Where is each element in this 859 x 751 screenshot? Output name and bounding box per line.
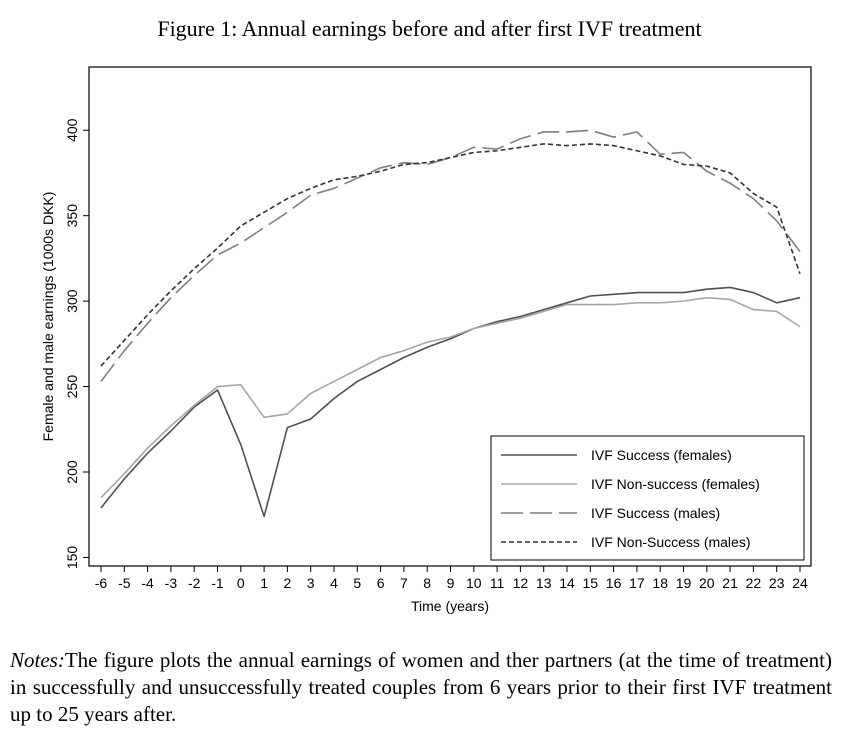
legend-label-3: IVF Success (males) <box>591 505 720 521</box>
x-tick-label: 4 <box>330 575 338 591</box>
legend: IVF Success (females) IVF Non-success (fe… <box>490 435 805 561</box>
x-tick-label: -5 <box>118 575 131 591</box>
series-line-1 <box>100 286 801 518</box>
y-tick-label: 400 <box>64 118 80 142</box>
chart: -6 -5 -4 -3 -2 -1 0 1 2 3 4 5 6 7 8 9 10 11 12 13 14 15 16 17 18… <box>40 66 812 614</box>
x-tick-label: 19 <box>676 575 692 591</box>
series-line-2 <box>100 296 801 499</box>
y-tick-label: 350 <box>64 204 80 228</box>
x-tick-label: -6 <box>95 575 108 591</box>
notes-text: The figure plots the annual earnings of … <box>10 648 832 726</box>
y-axis-label: Female and male earnings (1000s DKK) <box>40 192 56 442</box>
x-tick-label: 11 <box>490 575 505 591</box>
legend-box <box>490 435 805 561</box>
x-tick-label: 17 <box>629 575 645 591</box>
x-tick-label: -2 <box>188 575 201 591</box>
x-tick-label: 1 <box>260 575 268 591</box>
x-tick-label: 21 <box>722 575 738 591</box>
x-tick-label: 22 <box>746 575 762 591</box>
x-tick-label: 7 <box>400 575 408 591</box>
x-tick-label: 10 <box>466 575 482 591</box>
x-tick-label: 9 <box>447 575 455 591</box>
figure-notes: Notes:The figure plots the annual earnin… <box>10 647 832 728</box>
y-tick-label: 300 <box>64 289 80 313</box>
x-tick-label: 24 <box>792 575 808 591</box>
x-tick-label: 5 <box>353 575 361 591</box>
series-line-4 <box>100 143 801 367</box>
notes-label: Notes: <box>10 648 65 672</box>
series-layer <box>100 129 801 518</box>
figure-title: Figure 1: Annual earnings before and aft… <box>157 16 702 41</box>
x-tick-label: 16 <box>606 575 622 591</box>
x-tick-label: 2 <box>284 575 292 591</box>
x-tick-label: -3 <box>165 575 178 591</box>
x-tick-label: 15 <box>583 575 599 591</box>
y-tick-label: 150 <box>64 546 80 570</box>
series-line-3 <box>100 129 801 382</box>
y-tick-label: 250 <box>64 375 80 399</box>
x-tick-label: 18 <box>652 575 668 591</box>
x-tick-label: -4 <box>141 575 154 591</box>
y-tick-label: 200 <box>64 460 80 484</box>
x-tick-label: 20 <box>699 575 715 591</box>
x-tick-label: 6 <box>377 575 385 591</box>
x-tick-label: 12 <box>513 575 529 591</box>
legend-label-4: IVF Non-Success (males) <box>591 534 750 550</box>
x-tick-label: 8 <box>423 575 431 591</box>
x-axis-label: Time (years) <box>411 598 489 614</box>
x-tick-label: 23 <box>769 575 785 591</box>
legend-label-2: IVF Non-success (females) <box>591 476 760 492</box>
x-tick-label: 13 <box>536 575 552 591</box>
axes-layer: -6 -5 -4 -3 -2 -1 0 1 2 3 4 5 6 7 8 9 10 11 12 13 14 15 16 17 18… <box>64 118 808 591</box>
x-tick-label: 14 <box>559 575 575 591</box>
x-tick-label: -1 <box>211 575 224 591</box>
x-tick-label: 3 <box>307 575 315 591</box>
legend-label-1: IVF Success (females) <box>591 447 732 463</box>
x-tick-label: 0 <box>237 575 245 591</box>
